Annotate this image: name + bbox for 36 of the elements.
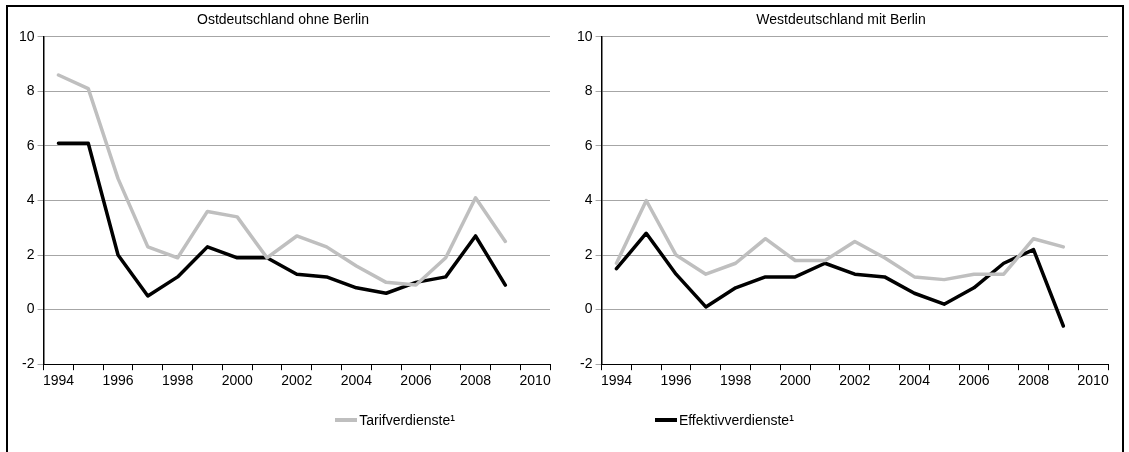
x-tick-label: 1994 [42,372,75,389]
x-tick-label: 2008 [1017,372,1050,389]
y-tick-label: 10 [576,27,593,44]
x-tick-label: 2010 [519,372,551,389]
y-tick-label: 6 [26,136,35,153]
x-tick-label: 2010 [1077,372,1109,389]
x-tick-label: 2000 [779,372,811,389]
x-tick-label: 1994 [600,372,633,389]
x-tick-label: 1998 [162,372,194,389]
x-tick-label: 1996 [660,372,692,389]
x-tick-label: 1996 [102,372,134,389]
x-tick-label: 1998 [720,372,752,389]
x-tick-label: 2008 [459,372,492,389]
y-tick-label: 4 [26,191,35,208]
x-tick-label: 2002 [281,372,313,389]
legend-label: Tarifverdienste¹ [359,412,455,428]
legend-label: Effektivverdienste¹ [678,412,794,428]
y-tick-label: 6 [584,136,593,153]
x-tick-label: 2000 [221,372,253,389]
y-tick-label: 0 [584,300,593,317]
y-tick-label: 8 [584,82,593,99]
x-tick-label: 2004 [898,372,931,389]
x-tick-label: 2002 [839,372,871,389]
x-tick-label: 2006 [958,372,990,389]
y-tick-label: 0 [26,300,35,317]
y-tick-label: 2 [584,245,593,262]
chart-title: Westdeutschland mit Berlin [756,11,926,28]
chart-title: Ostdeutschland ohne Berlin [197,11,369,28]
y-tick-label: -2 [22,355,35,372]
y-tick-label: 4 [584,191,593,208]
y-tick-label: 8 [26,82,35,99]
x-tick-label: 2004 [340,372,373,389]
y-tick-label: 2 [26,245,35,262]
x-tick-label: 2006 [400,372,432,389]
y-tick-label: 10 [18,27,35,44]
y-tick-label: -2 [580,355,593,372]
